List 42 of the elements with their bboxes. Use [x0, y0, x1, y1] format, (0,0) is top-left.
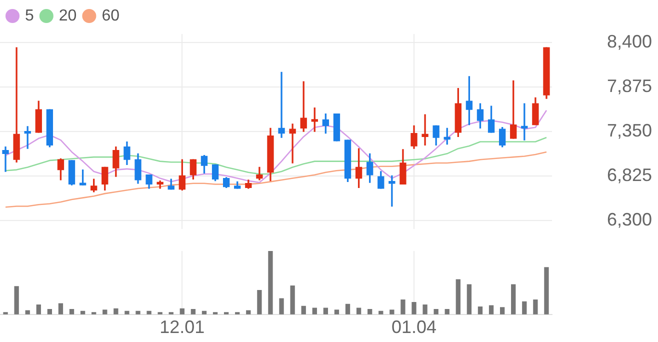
y-tick-label: 7,350: [606, 120, 652, 141]
bar: [36, 304, 41, 314]
legend-label: 60: [102, 7, 120, 24]
bar: [102, 310, 108, 314]
bar: [466, 284, 472, 314]
y-tick-label: 7,875: [606, 76, 652, 96]
bar: [290, 286, 295, 314]
y-tick-label: 6,825: [606, 165, 652, 186]
bar: [312, 308, 317, 314]
legend-label: 5: [25, 7, 34, 24]
bar: [114, 308, 118, 314]
bar: [478, 306, 483, 314]
bar: [390, 310, 394, 314]
bar: [124, 310, 130, 314]
candlestick: [333, 113, 340, 142]
bar: [533, 299, 538, 314]
bar: [400, 299, 406, 314]
bar: [58, 303, 64, 314]
bar: [522, 301, 527, 314]
bar: [268, 251, 273, 314]
bar: [422, 304, 428, 314]
legend-label: 20: [58, 7, 77, 24]
y-tick-label: 6,300: [606, 210, 652, 230]
bar: [511, 284, 516, 314]
bar: [146, 310, 152, 314]
x-tick-label: 01.04: [391, 317, 437, 338]
bar: [301, 306, 306, 314]
bar: [544, 267, 549, 314]
bar: [488, 305, 494, 314]
bar: [323, 308, 328, 314]
x-tick-label: 12.01: [160, 317, 205, 338]
bar: [279, 298, 284, 314]
bar: [456, 279, 460, 314]
bar: [136, 310, 140, 314]
bar: [257, 290, 262, 314]
bar: [334, 310, 340, 314]
y-tick-label: 8,400: [606, 31, 652, 52]
bar: [412, 302, 416, 314]
bar: [14, 286, 19, 314]
bar: [500, 307, 505, 314]
bar: [345, 304, 350, 314]
bar: [356, 308, 362, 314]
